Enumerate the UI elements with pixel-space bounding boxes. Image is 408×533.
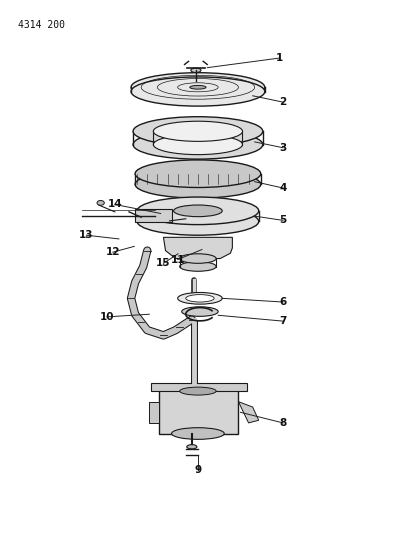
Text: 10: 10 xyxy=(100,312,114,322)
Polygon shape xyxy=(238,402,259,423)
Ellipse shape xyxy=(133,117,263,146)
Polygon shape xyxy=(135,209,172,222)
Ellipse shape xyxy=(190,85,206,89)
Ellipse shape xyxy=(180,387,216,395)
Ellipse shape xyxy=(153,121,242,141)
Ellipse shape xyxy=(135,160,261,188)
Ellipse shape xyxy=(131,72,265,102)
Text: 12: 12 xyxy=(106,247,120,257)
Polygon shape xyxy=(149,402,160,423)
Ellipse shape xyxy=(186,295,214,302)
Bar xyxy=(151,383,246,391)
Ellipse shape xyxy=(187,445,197,449)
Polygon shape xyxy=(164,237,233,259)
Text: 15: 15 xyxy=(156,259,171,268)
Text: 11: 11 xyxy=(171,255,185,264)
Text: 14: 14 xyxy=(108,199,122,209)
Text: 3: 3 xyxy=(279,143,287,153)
Text: 9: 9 xyxy=(194,465,202,474)
Text: 4: 4 xyxy=(279,183,287,193)
Text: 1: 1 xyxy=(275,53,283,63)
Bar xyxy=(160,386,238,433)
Ellipse shape xyxy=(137,197,259,224)
Ellipse shape xyxy=(180,262,216,271)
Ellipse shape xyxy=(191,68,201,72)
Text: 8: 8 xyxy=(279,418,287,428)
Ellipse shape xyxy=(97,200,104,205)
Ellipse shape xyxy=(135,171,261,198)
Text: 2: 2 xyxy=(279,97,287,107)
Ellipse shape xyxy=(137,208,259,235)
Ellipse shape xyxy=(177,293,222,304)
Ellipse shape xyxy=(182,307,218,317)
Ellipse shape xyxy=(133,130,263,159)
Text: 7: 7 xyxy=(279,316,287,326)
Text: 13: 13 xyxy=(79,230,94,240)
Ellipse shape xyxy=(153,134,242,155)
Ellipse shape xyxy=(131,77,265,106)
Text: 4314 200: 4314 200 xyxy=(18,20,64,30)
Ellipse shape xyxy=(172,427,224,439)
Ellipse shape xyxy=(174,205,222,216)
Text: 6: 6 xyxy=(279,297,287,307)
Ellipse shape xyxy=(180,254,216,263)
Text: 5: 5 xyxy=(279,215,287,225)
